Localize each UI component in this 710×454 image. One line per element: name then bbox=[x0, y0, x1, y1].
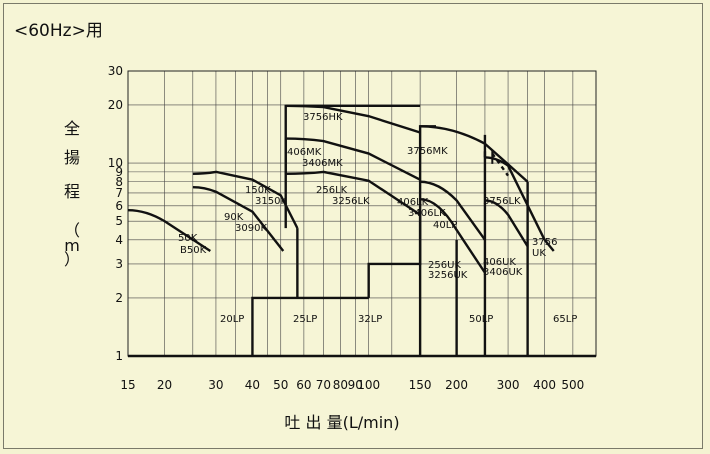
model-label: 32LP bbox=[358, 314, 382, 325]
model-label: 150K bbox=[245, 185, 271, 196]
x-tick-label: 15 bbox=[120, 378, 135, 392]
model-label: 256LK bbox=[316, 185, 348, 196]
curve-3756HK bbox=[285, 104, 421, 134]
y-tick-label: 4 bbox=[115, 233, 123, 247]
y-tick-label: 6 bbox=[115, 199, 123, 213]
curve-50K bbox=[127, 208, 211, 253]
model-label: UK bbox=[532, 248, 546, 259]
x-tick-label: 300 bbox=[497, 378, 520, 392]
model-label: 406UK bbox=[483, 257, 516, 268]
model-label: 3256UK bbox=[428, 270, 468, 281]
x-tick-label: 60 bbox=[296, 378, 311, 392]
model-region-outline bbox=[251, 296, 369, 356]
model-label: 3406LK bbox=[408, 208, 446, 219]
curve-406LK bbox=[420, 180, 486, 241]
model-label: 65LP bbox=[553, 314, 577, 325]
y-tick-label: 10 bbox=[108, 156, 123, 170]
y-tick-label: 30 bbox=[108, 64, 123, 78]
model-label: 3090K bbox=[235, 223, 267, 234]
model-labels: 3756HK406MK3406MK3756MK150K3150K256LK325… bbox=[178, 112, 577, 325]
x-tick-label: 150 bbox=[409, 378, 432, 392]
curve-256LK bbox=[285, 170, 421, 216]
y-tick-label: 8 bbox=[115, 175, 123, 189]
y-tick-label: 3 bbox=[115, 257, 123, 271]
x-tick-label: 50 bbox=[273, 378, 288, 392]
model-label: 256UK bbox=[428, 260, 461, 271]
y-tick-label: 9 bbox=[115, 165, 123, 179]
y-axis-label-char: 全 bbox=[64, 119, 80, 138]
y-tick-label: 5 bbox=[115, 214, 123, 228]
curve-406MK bbox=[285, 137, 421, 181]
model-label: 3256LK bbox=[332, 196, 370, 207]
x-tick-label: 40 bbox=[245, 378, 260, 392]
model-label: 50LP bbox=[469, 314, 493, 325]
model-label: 3150K bbox=[255, 196, 287, 207]
curve-3756MK bbox=[420, 125, 529, 183]
y-axis-label-char: m bbox=[64, 236, 80, 255]
y-axis-label-char: 程 bbox=[64, 182, 80, 201]
curve-406UK bbox=[484, 199, 529, 248]
model-label: 406LK bbox=[397, 197, 429, 208]
y-axis-label-char: ） bbox=[64, 250, 80, 269]
y-tick-label: 1 bbox=[115, 349, 123, 363]
y-tick-label: 2 bbox=[115, 291, 123, 305]
y-tick-label: 7 bbox=[115, 186, 123, 200]
y-axis-label-char: 揚 bbox=[64, 148, 80, 167]
model-label: 406MK bbox=[287, 147, 322, 158]
model-label: 3756HK bbox=[303, 112, 343, 123]
x-tick-label: 500 bbox=[561, 378, 584, 392]
model-region-outline bbox=[367, 214, 422, 298]
model-label: 50K bbox=[178, 233, 198, 244]
chart-title: <60Hz>用 bbox=[14, 21, 103, 41]
curve-90K bbox=[192, 185, 285, 252]
model-label: 20LP bbox=[220, 314, 244, 325]
model-label: 3756MK bbox=[407, 146, 448, 157]
model-label: 25LP bbox=[293, 314, 317, 325]
model-label: 40LP bbox=[433, 220, 457, 231]
model-label: 3406MK bbox=[302, 158, 343, 169]
model-label: 3756LK bbox=[483, 196, 521, 207]
y-tick-label: 20 bbox=[108, 98, 123, 112]
x-tick-label: 80 bbox=[333, 378, 348, 392]
x-axis-label: 吐 出 量(L/min) bbox=[284, 413, 399, 432]
curve-3756UK bbox=[543, 239, 555, 252]
model-label: 3406UK bbox=[483, 267, 523, 278]
x-tick-label: 30 bbox=[208, 378, 223, 392]
model-region-outline bbox=[418, 125, 437, 356]
curve-256UK bbox=[420, 197, 486, 274]
model-label: B50K bbox=[180, 245, 207, 256]
x-tick-label: 400 bbox=[533, 378, 556, 392]
x-tick-label: 200 bbox=[445, 378, 468, 392]
x-tick-label: 20 bbox=[157, 378, 172, 392]
x-tick-label: 70 bbox=[316, 378, 331, 392]
x-tick-label: 90 bbox=[348, 378, 363, 392]
curve-150K bbox=[192, 170, 299, 229]
performance-curves bbox=[127, 104, 555, 274]
model-label: 90K bbox=[224, 212, 244, 223]
x-tick-label: 100 bbox=[357, 378, 380, 392]
axis-labels: 全揚程 （m） 吐 出 量(L/min) bbox=[64, 119, 400, 432]
model-label: 3756 bbox=[532, 237, 557, 248]
chart-frame bbox=[3, 3, 703, 449]
y-axis-label-char: （ bbox=[64, 221, 80, 240]
